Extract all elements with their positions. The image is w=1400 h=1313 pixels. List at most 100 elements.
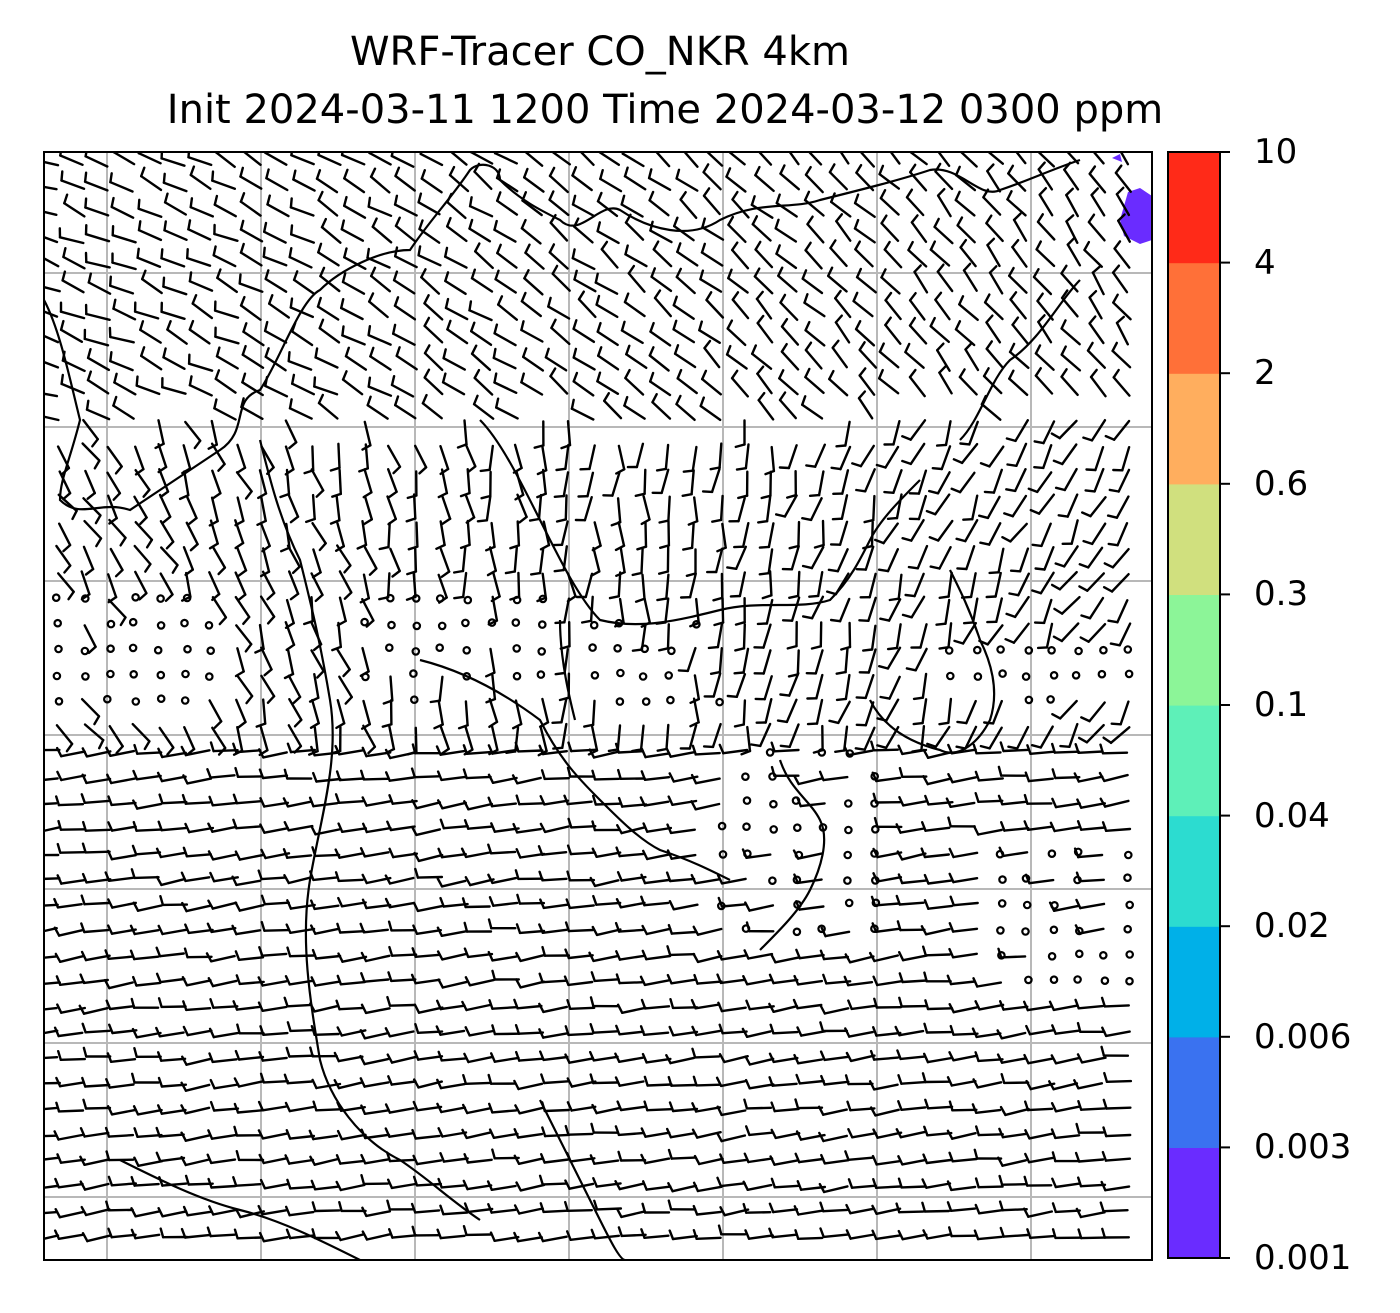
wind-barb xyxy=(751,344,773,370)
wind-barb xyxy=(163,220,188,242)
wind-barb xyxy=(539,822,570,834)
wind-barb xyxy=(1075,1122,1105,1134)
wind-barb xyxy=(1007,725,1030,750)
wind-barb xyxy=(310,1024,340,1037)
wind-barb xyxy=(666,945,696,957)
wind-barb xyxy=(608,571,622,600)
wind-barb xyxy=(263,221,287,244)
wind-barb xyxy=(538,744,568,756)
wind-barb xyxy=(211,170,237,191)
calm-marker xyxy=(792,823,802,833)
wind-barb xyxy=(793,1053,824,1065)
wind-barb xyxy=(693,1154,724,1166)
calm-marker xyxy=(156,670,166,680)
wind-barb xyxy=(411,947,441,958)
wind-barb xyxy=(437,1177,467,1189)
wind-barb xyxy=(616,1003,647,1014)
wind-barb xyxy=(384,1127,415,1138)
wind-barb xyxy=(955,725,978,750)
wind-barb xyxy=(691,1025,722,1037)
wind-barb xyxy=(986,597,1003,624)
wind-barb xyxy=(497,295,518,321)
wind-barb xyxy=(57,819,87,831)
wind-barb xyxy=(589,996,619,1008)
wind-barb xyxy=(520,372,544,396)
wind-barb xyxy=(473,368,494,396)
wind-barb xyxy=(735,443,750,471)
wind-barb xyxy=(287,351,313,371)
wind-barb xyxy=(86,370,110,395)
wind-barb xyxy=(1076,798,1107,809)
wind-barb xyxy=(727,268,749,294)
wind-barb xyxy=(908,469,928,495)
calm-marker xyxy=(666,695,675,705)
wind-barb xyxy=(579,444,596,471)
calm-marker xyxy=(870,924,879,934)
wind-barb xyxy=(83,723,105,750)
wind-barb xyxy=(259,1072,289,1084)
wind-barb xyxy=(394,395,417,420)
wind-barb xyxy=(551,264,571,292)
wind-barb xyxy=(231,875,262,887)
wind-barb xyxy=(718,1023,748,1035)
wind-barb xyxy=(1082,522,1107,546)
wind-barb xyxy=(804,241,823,270)
wind-barb xyxy=(904,342,925,369)
wind-barb xyxy=(1051,1024,1081,1035)
wind-barb xyxy=(787,649,800,678)
wind-barb xyxy=(61,270,85,294)
wind-barb xyxy=(166,320,188,345)
wind-barb xyxy=(794,1152,825,1164)
wind-barb xyxy=(449,152,468,166)
wind-barb xyxy=(979,445,1005,468)
calm-marker xyxy=(183,644,192,654)
wind-barb xyxy=(901,419,927,441)
wind-barb xyxy=(259,1178,290,1190)
wind-barb xyxy=(946,1129,977,1140)
wind-barb xyxy=(592,894,622,906)
wind-barb xyxy=(53,1026,84,1038)
wind-barb xyxy=(962,597,979,625)
wind-barb xyxy=(703,339,721,369)
wind-barb xyxy=(1077,1228,1107,1240)
wind-barb xyxy=(878,164,900,190)
wind-barb xyxy=(852,291,874,318)
wind-barb xyxy=(241,344,265,369)
wind-barb xyxy=(819,1050,850,1062)
wind-barb xyxy=(184,923,214,935)
wind-barb xyxy=(411,1225,441,1237)
wind-barb xyxy=(538,1028,568,1039)
wind-barb xyxy=(367,376,393,397)
wind-barb xyxy=(340,152,366,166)
wind-barb xyxy=(210,442,226,472)
wind-barb xyxy=(134,570,148,601)
wind-barb xyxy=(234,647,245,678)
wind-barb xyxy=(185,247,212,267)
wind-barb xyxy=(233,1077,264,1088)
wind-barb xyxy=(985,571,1002,599)
wind-barb xyxy=(392,323,416,346)
wind-barb xyxy=(818,770,849,782)
wind-barb xyxy=(689,597,700,628)
wind-barb xyxy=(106,445,123,475)
wind-barb xyxy=(719,1153,749,1165)
wind-barb xyxy=(875,445,900,469)
wind-barb xyxy=(130,1175,160,1187)
wind-barb xyxy=(61,350,86,373)
wind-barb xyxy=(1036,292,1054,321)
wind-barb xyxy=(310,468,325,498)
wind-barb xyxy=(309,1155,340,1166)
wind-barb xyxy=(854,240,874,268)
wind-barb xyxy=(938,571,953,599)
wind-barb xyxy=(156,771,187,783)
wind-barb xyxy=(259,823,290,834)
wind-barb xyxy=(592,794,621,806)
wind-barb xyxy=(1031,571,1055,595)
wind-barb xyxy=(844,953,875,964)
wind-barb xyxy=(794,1098,824,1110)
wind-barb xyxy=(209,1078,240,1090)
wind-barb xyxy=(948,847,979,859)
wind-barb xyxy=(136,247,162,268)
wind-barb xyxy=(1086,341,1107,369)
wind-barb xyxy=(788,152,800,166)
